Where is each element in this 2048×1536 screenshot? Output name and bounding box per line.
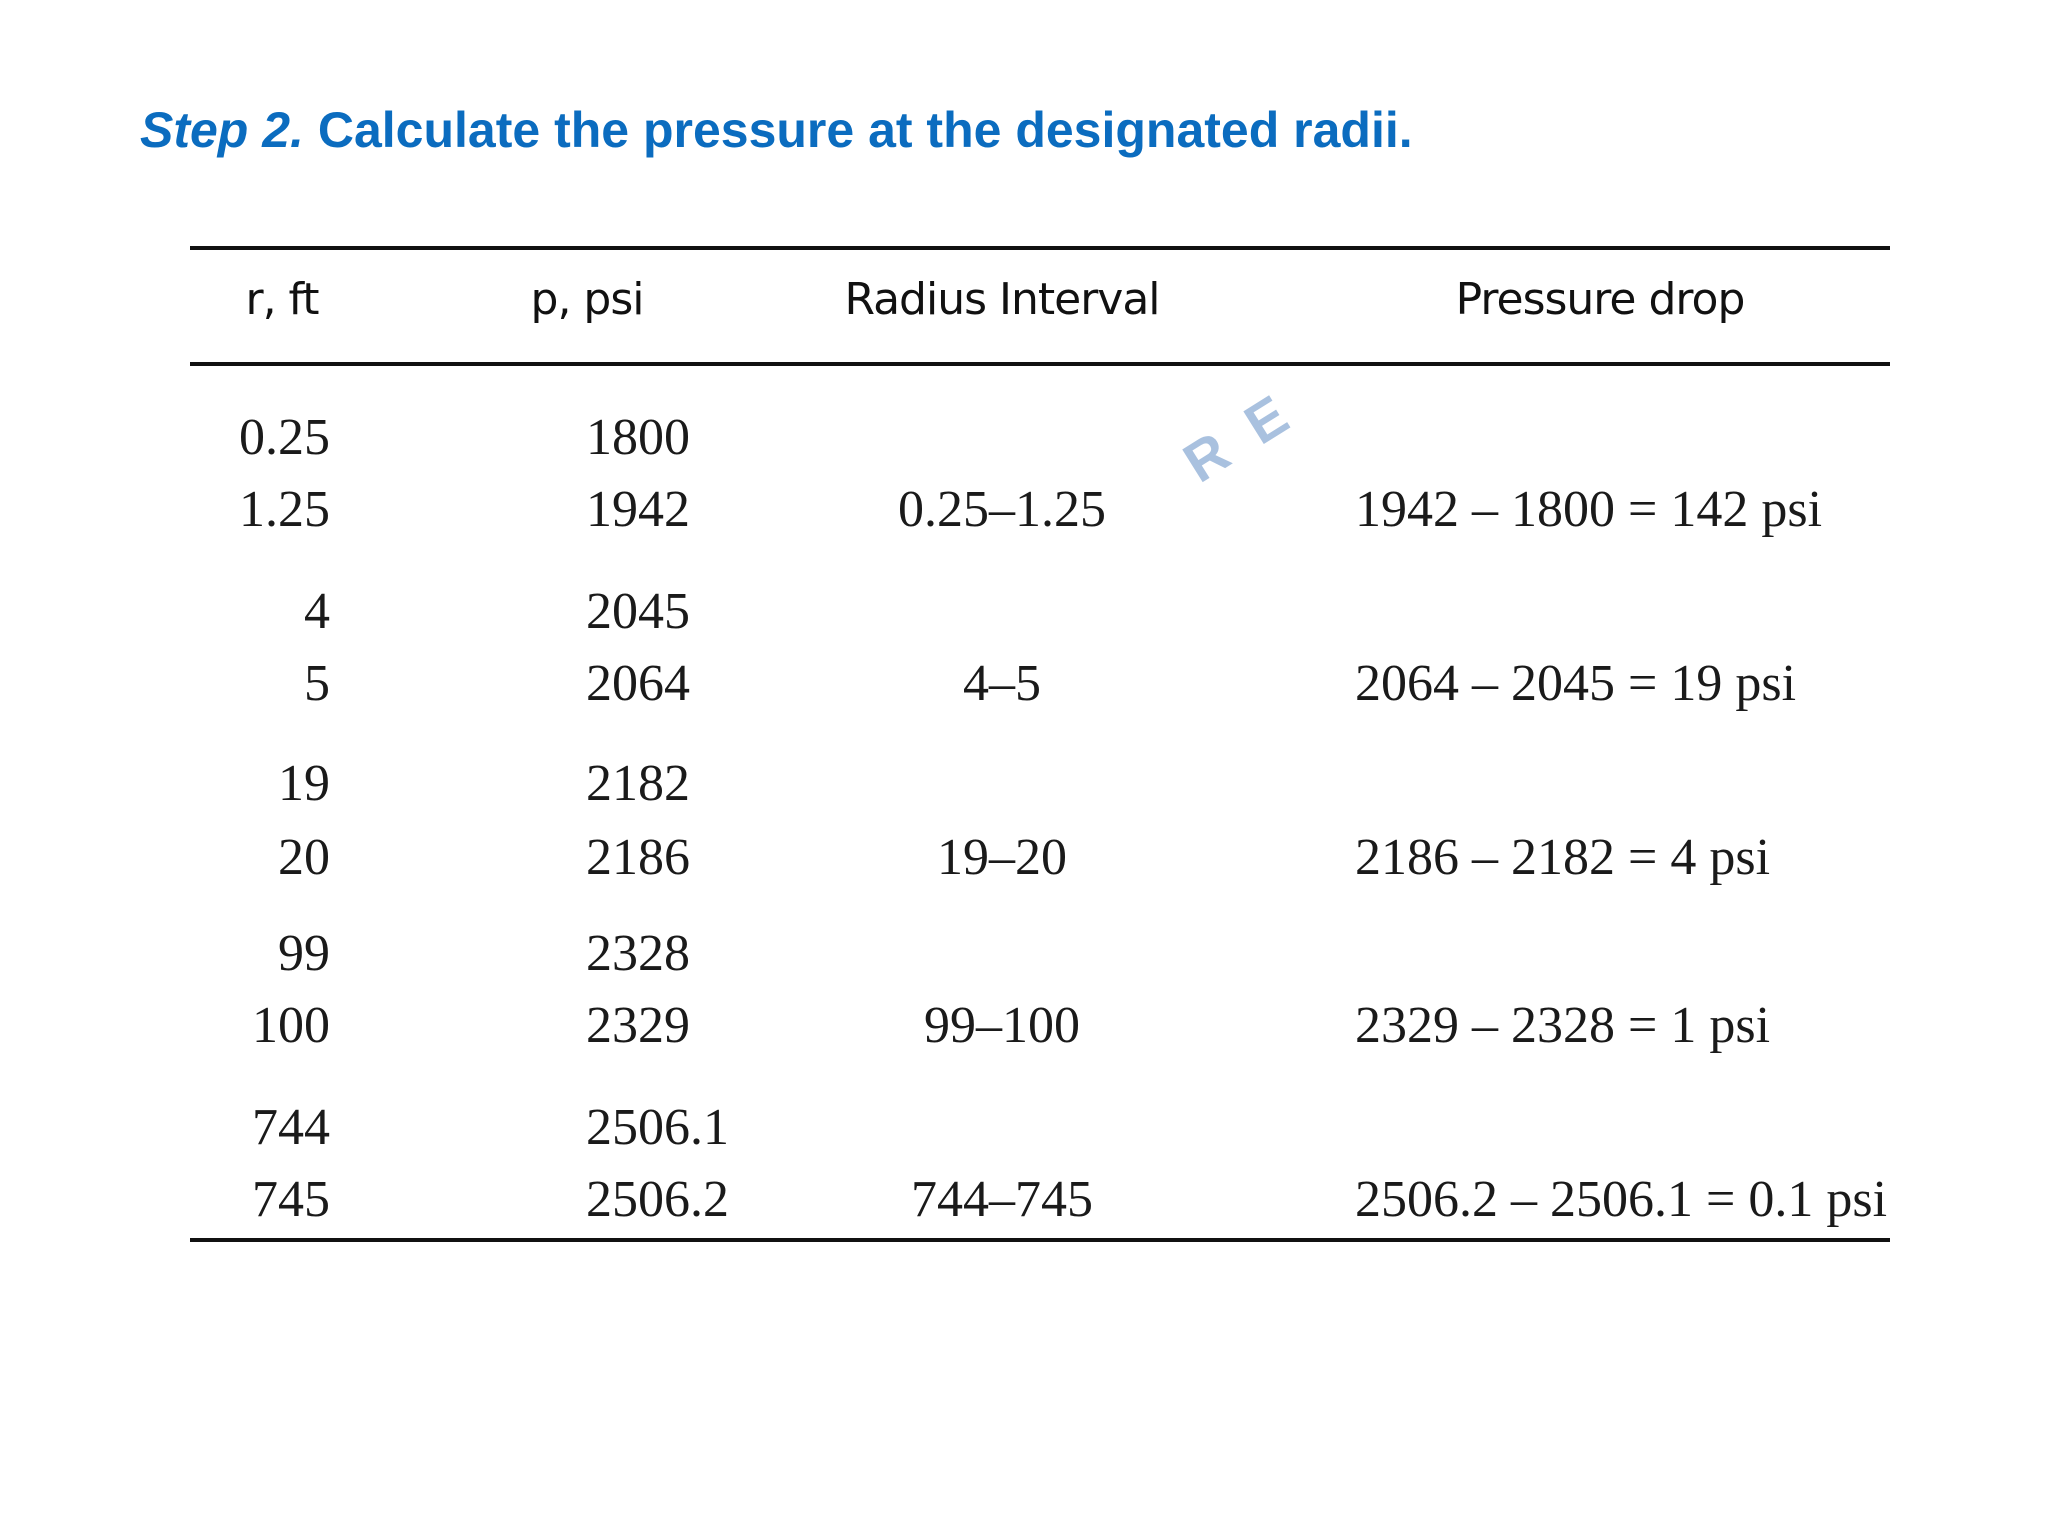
table-cell-radius: 5 — [304, 655, 330, 712]
table-cell-radius: 99 — [278, 925, 330, 982]
title-step-label: Step 2. — [140, 102, 304, 158]
title-text: Calculate the pressure at the designated… — [317, 102, 1413, 158]
table-cell-radius: 4 — [304, 583, 330, 640]
table-cell-drop: 2329 – 2328 = 1 psi — [1355, 997, 1771, 1054]
table-cell-radius: 745 — [252, 1171, 330, 1228]
header-pressure-drop: Pressure drop — [1455, 274, 1746, 325]
table-cell-pressure: 2186 — [586, 829, 690, 886]
table-cell-interval: 0.25–1.25 — [898, 481, 1106, 538]
header-radius-interval: Radius Interval — [844, 274, 1160, 325]
table-cell-drop: 2064 – 2045 = 19 psi — [1355, 655, 1797, 712]
table-cell-pressure: 2182 — [586, 755, 690, 812]
table-cell-pressure: 2506.2 — [586, 1171, 729, 1228]
table-cell-pressure: 2064 — [586, 655, 690, 712]
table-cell-interval: 744–745 — [911, 1171, 1093, 1228]
table-bottom-rule — [190, 1238, 1890, 1242]
table-cell-pressure: 1942 — [586, 481, 690, 538]
table-cell-radius: 1.25 — [239, 481, 330, 538]
header-pressure: p, psi — [530, 274, 645, 325]
table-cell-interval: 19–20 — [937, 829, 1067, 886]
table-cell-drop: 2506.2 – 2506.1 = 0.1 psi — [1355, 1171, 1888, 1228]
table-cell-radius: 100 — [252, 997, 330, 1054]
header-radius: r, ft — [245, 274, 319, 325]
table-cell-drop: 1942 – 1800 = 142 psi — [1355, 481, 1823, 538]
table-cell-pressure: 2329 — [586, 997, 690, 1054]
table-cell-pressure: 2506.1 — [586, 1099, 729, 1156]
table-cell-interval: 99–100 — [924, 997, 1080, 1054]
table-cell-pressure: 2328 — [586, 925, 690, 982]
table-cell-radius: 0.25 — [239, 409, 330, 466]
table-cell-drop: 2186 – 2182 = 4 psi — [1355, 829, 1771, 886]
watermark: R E — [1172, 378, 1306, 495]
slide-title: Step 2. Calculate the pressure at the de… — [140, 100, 1413, 160]
table-header-rule — [190, 362, 1890, 366]
table-cell-radius: 744 — [252, 1099, 330, 1156]
table-cell-pressure: 1800 — [586, 409, 690, 466]
table-top-rule — [190, 246, 1890, 250]
table-cell-pressure: 2045 — [586, 583, 690, 640]
table-cell-radius: 19 — [278, 755, 330, 812]
table-cell-interval: 4–5 — [963, 655, 1041, 712]
table-cell-radius: 20 — [278, 829, 330, 886]
